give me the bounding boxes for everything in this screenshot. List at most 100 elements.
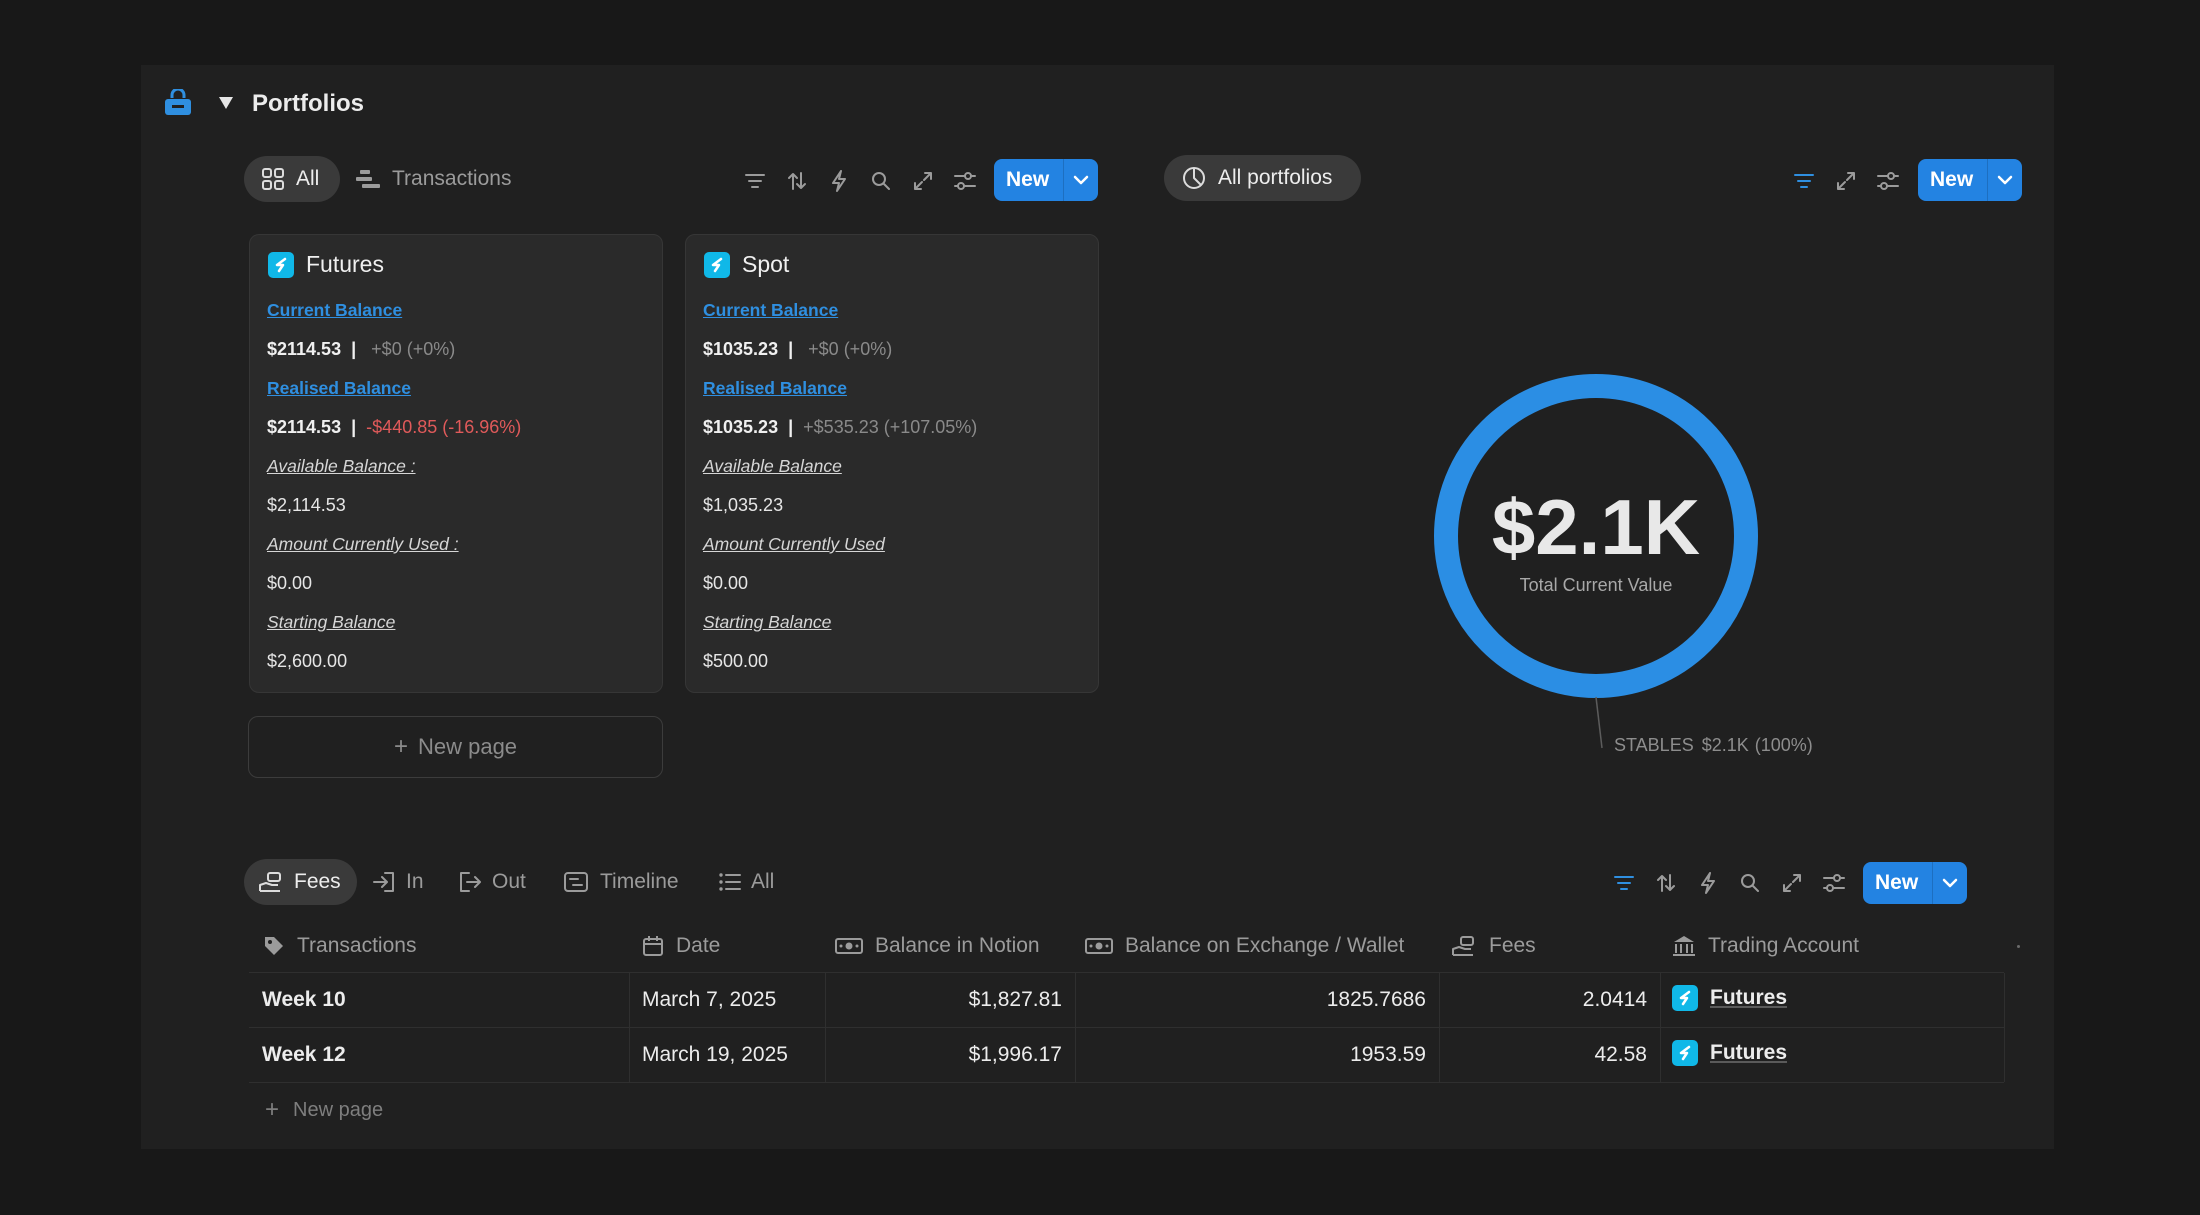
- filter-icon[interactable]: [740, 166, 770, 196]
- cell-balance-notion[interactable]: $1,827.81: [968, 988, 1062, 1011]
- column-divider: [629, 973, 630, 1082]
- card-title[interactable]: Spot: [704, 251, 789, 278]
- sort-icon[interactable]: [782, 166, 812, 196]
- cell-transaction-name[interactable]: Week 12: [262, 1043, 346, 1066]
- donut-slice-stables[interactable]: [1434, 374, 1758, 698]
- exchange-logo-icon: [1672, 1040, 1698, 1066]
- tag-icon: [265, 937, 283, 955]
- column-divider: [2004, 973, 2005, 1082]
- cell-transaction-name[interactable]: Week 10: [262, 988, 346, 1011]
- available-balance-value: $1,035.23: [703, 495, 784, 515]
- tab-transactions[interactable]: Transactions: [356, 156, 511, 202]
- tab-timeline-label: Timeline: [600, 870, 679, 893]
- new-button-label: New: [1930, 168, 1974, 191]
- cell-fees[interactable]: 42.58: [1594, 1043, 1647, 1066]
- fees-icon: [259, 872, 281, 892]
- starting-balance-value: $2,600.00: [267, 651, 348, 671]
- expand-icon-chart[interactable]: [1831, 166, 1861, 196]
- tab-in-label: In: [406, 870, 424, 893]
- automation-bolt-icon[interactable]: [824, 166, 854, 196]
- page-title: Portfolios: [252, 90, 364, 117]
- column-header-date[interactable]: Date: [642, 929, 720, 963]
- tab-out[interactable]: Out: [458, 859, 526, 905]
- slice-percent: (100%): [1755, 735, 1813, 755]
- expand-icon[interactable]: [908, 166, 938, 196]
- account-link[interactable]: Futures: [1710, 1041, 1788, 1064]
- column-header-transactions[interactable]: Transactions: [263, 929, 416, 963]
- tab-timeline[interactable]: Timeline: [564, 859, 679, 905]
- automation-bolt-icon-table[interactable]: [1693, 868, 1723, 898]
- column-header-label: Balance in Notion: [875, 934, 1040, 957]
- current-balance-label[interactable]: Current Balance: [267, 300, 403, 320]
- column-header-label: Trading Account: [1708, 934, 1859, 957]
- realised-balance-value: $2114.53: [267, 417, 342, 437]
- fees-icon: [1452, 936, 1474, 956]
- column-header-label: Transactions: [297, 934, 417, 957]
- all-portfolios-view[interactable]: All portfolios: [1164, 155, 1361, 201]
- donut-chart: $2.1K Total Current Value STABLES $2.1K (1…: [1434, 374, 1813, 755]
- new-button-top[interactable]: New: [994, 159, 1098, 201]
- tab-fees-label: Fees: [294, 870, 341, 893]
- starting-balance-label: Starting Balance: [267, 612, 396, 632]
- settings-sliders-icon[interactable]: [950, 166, 980, 196]
- available-balance-label: Available Balance :: [267, 456, 416, 476]
- realised-balance-label[interactable]: Realised Balance: [267, 378, 411, 398]
- new-button-label: New: [1875, 871, 1919, 894]
- amount-used-value: $0.00: [267, 573, 313, 593]
- settings-sliders-icon-table[interactable]: [1819, 868, 1849, 898]
- cell-trading-account[interactable]: Futures: [1672, 1040, 1787, 1066]
- column-divider: [1660, 973, 1661, 1082]
- money-icon: [835, 938, 863, 954]
- settings-sliders-icon-chart[interactable]: [1873, 166, 1903, 196]
- chevron-down-icon[interactable]: [1988, 175, 2022, 185]
- search-icon-table[interactable]: [1735, 868, 1765, 898]
- current-balance-value: $1035.23: [703, 339, 779, 359]
- cell-balance-exchange[interactable]: 1953.59: [1350, 1043, 1426, 1066]
- tab-all[interactable]: All: [244, 156, 340, 202]
- current-balance-label[interactable]: Current Balance: [703, 300, 839, 320]
- portfolio-card-spot[interactable]: Spot Current Balance $1035.23 | +$0 (+0%…: [685, 234, 1099, 693]
- column-header-trading-account[interactable]: Trading Account: [1672, 929, 1859, 963]
- realised-balance-separator: |: [351, 417, 357, 437]
- bank-icon: [1673, 936, 1695, 956]
- new-page-label: New page: [293, 1098, 384, 1121]
- cell-balance-exchange[interactable]: 1825.7686: [1326, 988, 1426, 1011]
- sign-out-icon: [460, 872, 481, 892]
- column-header-fees[interactable]: Fees: [1451, 929, 1536, 963]
- donut-center-label: Total Current Value: [1520, 575, 1673, 595]
- current-balance-value: $2114.53: [267, 339, 342, 359]
- column-header-balance-notion[interactable]: Balance in Notion: [835, 929, 1040, 963]
- slice-label-stables: STABLES $2.1K (100%): [1614, 735, 1813, 755]
- chevron-down-icon[interactable]: [1933, 878, 1967, 888]
- filter-icon-table[interactable]: [1609, 868, 1639, 898]
- starting-balance-value: $500.00: [703, 651, 769, 671]
- chevron-down-icon[interactable]: [1064, 175, 1098, 185]
- new-button-table[interactable]: New: [1863, 862, 1967, 904]
- tab-all-list-label: All: [751, 870, 775, 893]
- cell-trading-account[interactable]: Futures: [1672, 985, 1787, 1011]
- account-link[interactable]: Futures: [1710, 986, 1788, 1009]
- tab-fees[interactable]: Fees: [244, 859, 357, 905]
- cell-fees[interactable]: 2.0414: [1582, 988, 1647, 1011]
- search-icon[interactable]: [866, 166, 896, 196]
- current-balance-separator: |: [351, 339, 357, 359]
- table-new-page-button[interactable]: + New page: [265, 1098, 383, 1122]
- cell-balance-notion[interactable]: $1,996.17: [968, 1043, 1062, 1066]
- collapse-toggle-icon[interactable]: [218, 96, 234, 110]
- tab-in[interactable]: In: [372, 859, 424, 905]
- expand-icon-table[interactable]: [1777, 868, 1807, 898]
- card-title[interactable]: Futures: [268, 251, 384, 278]
- cell-date[interactable]: March 7, 2025: [642, 988, 777, 1011]
- portfolio-card-futures[interactable]: Futures Current Balance $2114.53 | +$0 (…: [249, 234, 663, 693]
- tab-out-label: Out: [492, 870, 526, 893]
- sort-icon-table[interactable]: [1651, 868, 1681, 898]
- new-page-button[interactable]: + New page: [248, 716, 663, 778]
- tab-all-list[interactable]: All: [719, 859, 774, 905]
- realised-balance-label[interactable]: Realised Balance: [703, 378, 847, 398]
- table-divider: [249, 972, 2004, 973]
- column-header-balance-exchange[interactable]: Balance on Exchange / Wallet: [1085, 929, 1404, 963]
- cell-date[interactable]: March 19, 2025: [642, 1043, 788, 1066]
- filter-icon-chart[interactable]: [1789, 166, 1819, 196]
- donut-center-value: $2.1K: [1492, 483, 1700, 571]
- new-button-chart[interactable]: New: [1918, 159, 2022, 201]
